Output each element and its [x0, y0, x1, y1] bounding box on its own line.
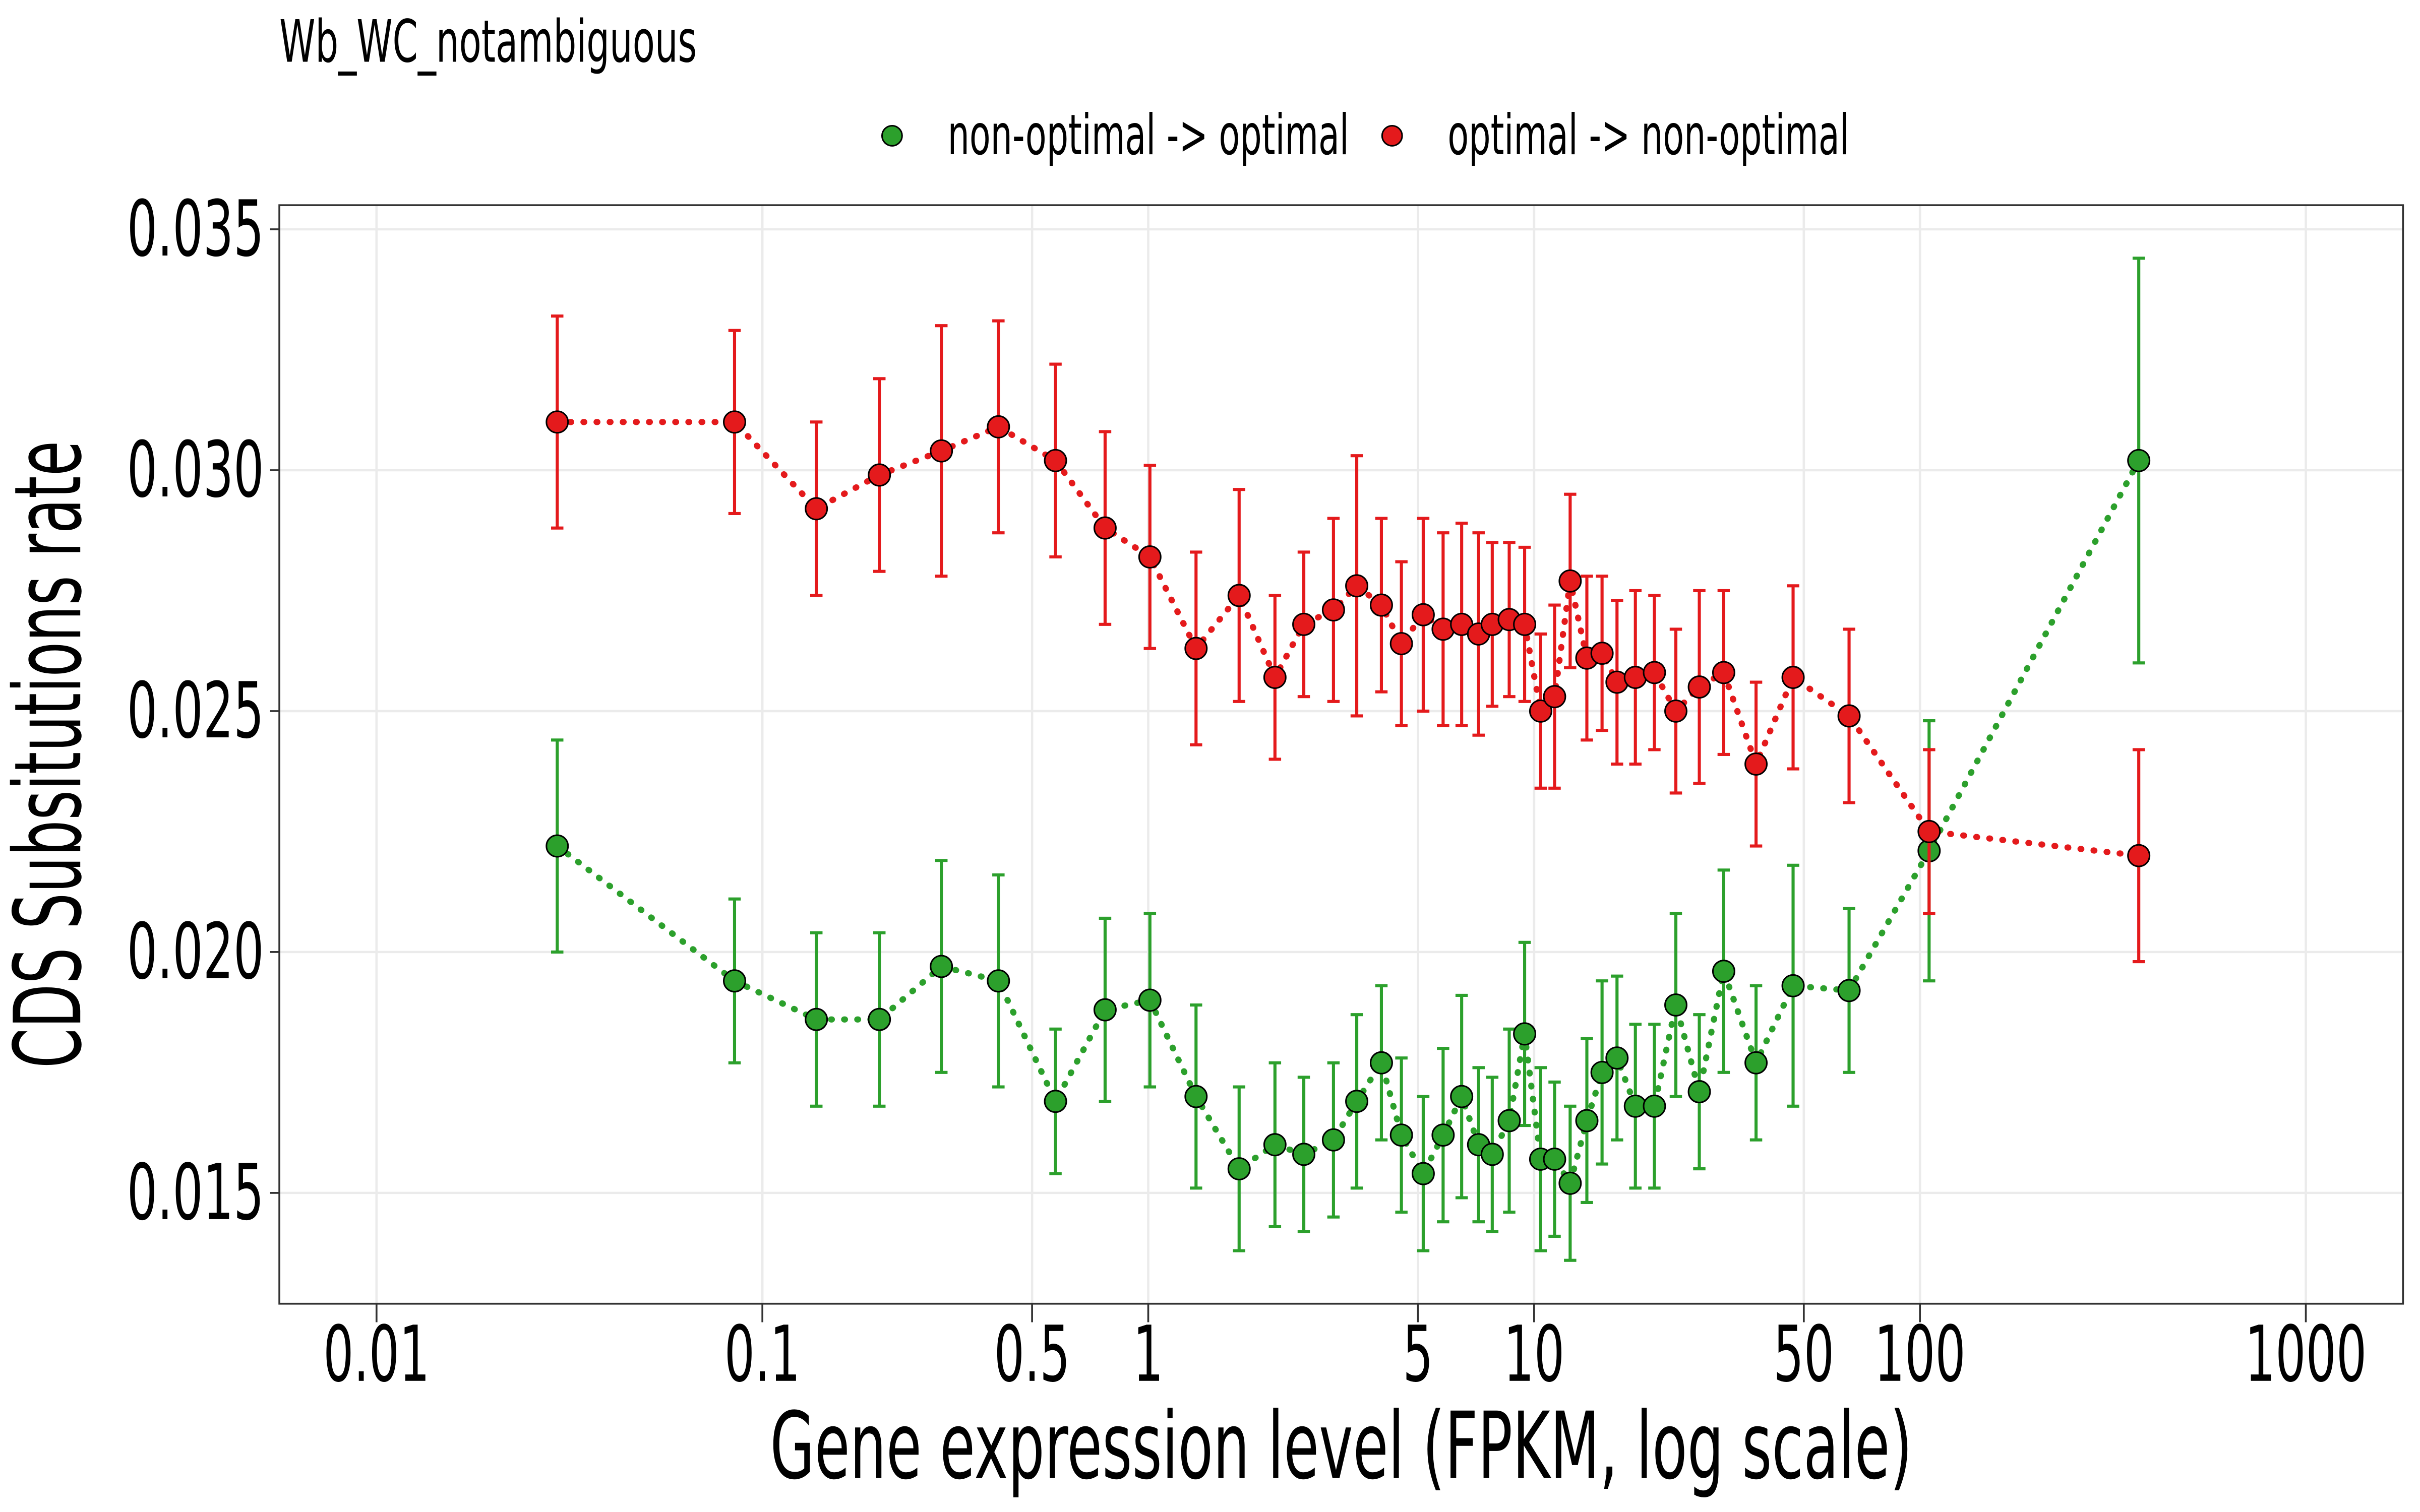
point	[1529, 699, 1552, 723]
point	[987, 969, 1010, 993]
legend-label: non-optimal -> optimal	[948, 103, 1349, 168]
point	[1497, 1109, 1521, 1132]
point	[1917, 820, 1941, 843]
point	[1431, 1123, 1455, 1147]
point	[1321, 1128, 1345, 1152]
point	[1513, 612, 1537, 636]
point	[1781, 666, 1805, 689]
point	[1837, 979, 1861, 1002]
point	[1712, 960, 1735, 983]
point	[1093, 998, 1117, 1022]
x-tick-label: 0.5	[994, 1310, 1070, 1400]
y-tick-label: 0.015	[127, 1148, 264, 1238]
point	[1605, 1046, 1629, 1070]
point	[868, 463, 891, 487]
point	[1093, 516, 1117, 540]
point	[1345, 1090, 1369, 1113]
y-tick-label: 0.030	[127, 425, 264, 515]
point	[1411, 603, 1435, 626]
point	[1687, 1080, 1711, 1104]
point	[1744, 1051, 1768, 1075]
point	[546, 410, 569, 434]
point	[723, 969, 746, 993]
y-tick-label: 0.020	[127, 907, 264, 997]
x-tick-label: 100	[1874, 1310, 1966, 1400]
y-tick-label: 0.035	[127, 184, 264, 274]
point	[1138, 545, 1162, 569]
x-tick-label: 1000	[2245, 1310, 2367, 1400]
point	[1263, 666, 1287, 689]
point	[1643, 661, 1666, 684]
point	[1227, 584, 1251, 607]
point	[930, 439, 953, 463]
point	[1687, 675, 1711, 699]
x-axis-title: Gene expression level (FPKM, log scale)	[770, 1393, 1912, 1500]
point	[1623, 666, 1647, 689]
point	[1480, 1143, 1504, 1166]
point	[1138, 988, 1162, 1012]
point	[1590, 642, 1614, 665]
y-tick-label: 0.025	[127, 666, 264, 756]
point	[1744, 752, 1768, 776]
point	[1837, 704, 1861, 728]
x-tick-label: 5	[1403, 1310, 1433, 1400]
legend-label: optimal -> non-optimal	[1447, 103, 1849, 168]
point	[1369, 1051, 1393, 1075]
point	[1513, 1022, 1537, 1046]
point	[546, 834, 569, 858]
x-tick-label: 50	[1773, 1310, 1834, 1400]
x-tick-label: 1	[1133, 1310, 1163, 1400]
point	[987, 415, 1010, 438]
point	[1558, 1171, 1582, 1195]
point	[1389, 1123, 1413, 1147]
point	[1227, 1157, 1251, 1181]
point	[1712, 661, 1735, 684]
point	[1369, 593, 1393, 617]
point	[1575, 1109, 1599, 1132]
point	[2127, 449, 2151, 472]
point	[1321, 598, 1345, 622]
trend-line	[554, 419, 2142, 859]
point	[1263, 1133, 1287, 1157]
point	[1044, 449, 1067, 472]
point	[1292, 612, 1315, 636]
point	[1664, 993, 1687, 1017]
x-tick-label: 10	[1503, 1310, 1564, 1400]
point	[1292, 1143, 1315, 1166]
point	[930, 955, 953, 978]
point	[805, 497, 828, 521]
point	[1044, 1090, 1067, 1113]
legend-marker	[881, 124, 903, 147]
point	[1664, 699, 1687, 723]
x-tick-label: 0.1	[724, 1310, 801, 1400]
point	[1543, 1147, 1566, 1171]
trend-line	[554, 457, 2142, 1191]
point	[723, 410, 746, 434]
point	[1450, 1085, 1474, 1108]
y-axis-title: CDS Subsitutions rate	[0, 440, 103, 1068]
point	[1184, 637, 1208, 660]
legend-marker	[1381, 124, 1403, 147]
point	[1781, 974, 1805, 997]
point	[1543, 685, 1566, 709]
point	[1643, 1094, 1666, 1118]
point	[1558, 569, 1582, 593]
point	[1389, 632, 1413, 656]
point	[1411, 1162, 1435, 1185]
chart-title: Wb_WC_notambiguous	[279, 7, 697, 76]
point	[1184, 1085, 1208, 1108]
plot-border	[278, 204, 2404, 1305]
point	[868, 1007, 891, 1031]
point	[1345, 574, 1369, 598]
point	[2127, 844, 2151, 867]
point	[1590, 1060, 1614, 1084]
point	[805, 1007, 828, 1031]
x-tick-label: 0.01	[323, 1310, 430, 1400]
